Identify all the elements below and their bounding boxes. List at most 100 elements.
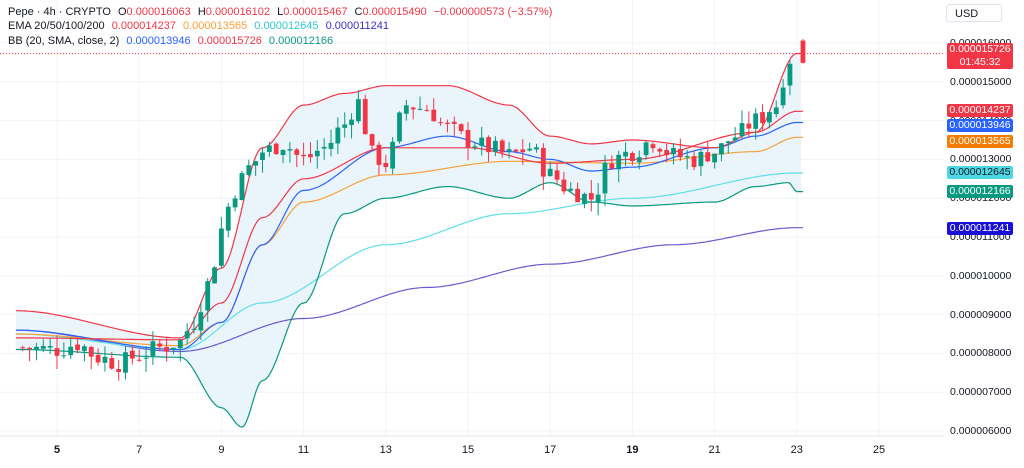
close-label: C [354, 6, 363, 18]
bb-basis-badge: 0.000013946 [947, 119, 1013, 132]
candle-body [445, 122, 450, 124]
candle-body [616, 154, 622, 170]
indicator-lines [15, 52, 803, 428]
candle-body [465, 130, 471, 148]
candle-body [273, 143, 279, 155]
candle-body [27, 347, 32, 350]
low-label: L [277, 6, 284, 18]
candle-body [191, 328, 197, 330]
candle-body [499, 140, 505, 153]
candle-body [75, 344, 80, 351]
candle-body [287, 149, 293, 151]
candle-body [88, 347, 94, 357]
candle-body [602, 162, 608, 194]
candle-body [712, 153, 717, 163]
ema20-badge: 0.000014237 [947, 104, 1013, 117]
candle-body [493, 140, 498, 152]
time-axis-tick: 9 [218, 444, 225, 456]
candle-body [34, 346, 39, 350]
candle-body [472, 146, 478, 148]
currency-button[interactable]: USD [946, 4, 1002, 22]
candle-body [198, 312, 204, 331]
candle-body [705, 152, 711, 162]
time-axis-tick: 11 [297, 444, 310, 456]
candle-body [684, 156, 690, 158]
ema200-badge: 0.000011241 [947, 222, 1013, 235]
bb-lower-value: 0.000012166 [268, 35, 334, 47]
candle-body [20, 347, 26, 349]
bb-upper-line [15, 52, 803, 339]
ema200-line [15, 227, 803, 353]
ema200-value: 0.000011241 [325, 20, 390, 32]
candle-body [506, 149, 512, 152]
candle-body [746, 123, 752, 129]
candle-body [725, 141, 731, 144]
time-axis-tick: 21 [708, 444, 721, 456]
candle-body [239, 173, 245, 201]
low-value: 0.000015467 [283, 6, 348, 18]
candle-body [171, 347, 176, 350]
candle-body [390, 141, 396, 169]
candle-body [143, 357, 149, 359]
candle-body [561, 179, 567, 192]
time-axis-tick: 25 [872, 444, 886, 456]
candle-body [95, 354, 101, 363]
candle-body [403, 105, 409, 114]
candle-body [664, 150, 670, 156]
candle-body [212, 267, 217, 284]
candle-body [376, 144, 382, 165]
candle-body [266, 145, 272, 152]
candle-body [582, 193, 587, 205]
high-value: 0.000016102 [205, 6, 271, 18]
bb-upper-value: 0.000015726 [197, 35, 262, 47]
candle-body [431, 109, 437, 122]
candle-body [520, 149, 526, 153]
candle-body [260, 152, 265, 161]
time-axis-tick: 7 [136, 444, 143, 456]
candle-body [280, 149, 286, 156]
candle-body [451, 121, 457, 124]
candle-body [410, 107, 416, 110]
legend-bb-row[interactable]: BB (20, SMA, close, 2) 0.000013946 0.000… [8, 34, 337, 48]
ema20-value: 0.000014237 [111, 20, 176, 32]
candle-body [780, 87, 786, 106]
legend-ema-row[interactable]: EMA 20/50/100/200 0.000014237 0.00001356… [8, 19, 393, 33]
candle-body [308, 154, 313, 158]
candle-body [787, 63, 793, 86]
candle-body [342, 124, 348, 128]
change-value: −0.000000573 (−3.57%) [433, 6, 553, 18]
candle-body [328, 142, 334, 149]
candle-body [595, 194, 601, 202]
candle-body [314, 150, 320, 157]
price-axis-tick: 0.000013000 [950, 153, 1012, 166]
candle-body [102, 356, 108, 363]
candle-body [246, 165, 252, 176]
symbol-label[interactable]: Pepe · 4h · CRYPTO [8, 6, 111, 18]
candle-body [650, 144, 656, 149]
candle-body [321, 146, 327, 149]
countdown-badge: 01:45:32 [947, 56, 1013, 69]
ema50-badge: 0.000013565 [947, 135, 1013, 148]
candle-body [356, 99, 361, 122]
ema-label: EMA 20/50/100/200 [8, 20, 105, 32]
candle-body [630, 152, 635, 162]
candle-body [417, 108, 423, 110]
candle-body [294, 149, 300, 155]
candle-body [575, 188, 580, 203]
time-axis-tick: 19 [626, 444, 639, 456]
bb-lower-line [15, 182, 803, 428]
time-axis-tick: 17 [544, 444, 557, 456]
chart-grid [0, 0, 944, 436]
bb-lower-badge: 0.000012166 [947, 185, 1013, 198]
candle-body [609, 163, 615, 169]
price-axis-tick: 0.000007000 [950, 386, 1012, 399]
candle-body [534, 147, 539, 150]
bb-basis-line [15, 121, 803, 351]
candle-body [719, 143, 724, 155]
candle-body [636, 157, 642, 163]
ema50-line [15, 136, 803, 347]
ema100-badge: 0.000012645 [947, 166, 1013, 179]
price-axis-tick: 0.000009000 [950, 308, 1012, 321]
candle-body [479, 137, 485, 146]
